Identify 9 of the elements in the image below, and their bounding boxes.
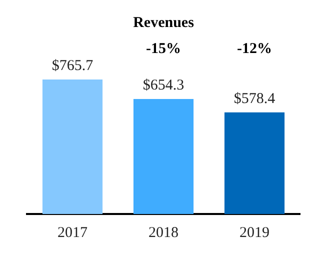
data-label: $765.7 (52, 58, 94, 74)
x-tick-label: 2017 (58, 224, 88, 241)
data-label: $578.4 (234, 90, 276, 107)
text: -15% (146, 40, 181, 57)
x-tick-label: 2018 (148, 224, 178, 241)
text: -12% (237, 40, 272, 57)
x-tick-label: 2019 (240, 224, 270, 241)
chart-title: Revenues (133, 14, 194, 31)
data-label: $654.3 (142, 77, 184, 94)
